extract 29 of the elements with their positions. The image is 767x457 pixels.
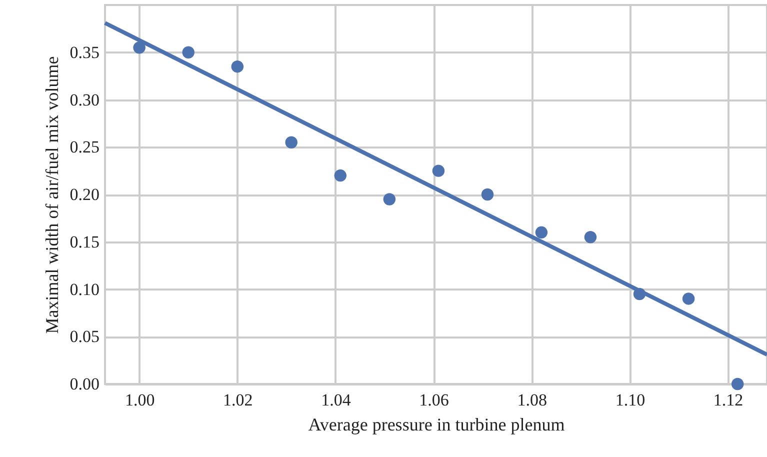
y-axis-title: Maximal width of air/fuel mix volume: [42, 56, 62, 334]
x-tick-label: 1.02: [223, 390, 253, 410]
x-tick-label: 1.10: [615, 390, 646, 410]
point: [731, 378, 744, 390]
y-tick-label: 0.05: [70, 327, 100, 346]
x-axis-title: Average pressure in turbine plenum: [308, 414, 565, 434]
point: [182, 46, 194, 58]
point: [231, 60, 244, 73]
point: [133, 42, 146, 54]
y-tick-label: 0.10: [70, 280, 100, 299]
point: [682, 292, 695, 305]
y-tick-label: 0.20: [70, 185, 100, 204]
point: [383, 193, 396, 206]
point: [535, 226, 548, 239]
y-tick-label: 0.15: [70, 232, 100, 252]
y-tick-label: 0.00: [70, 374, 100, 394]
x-tick-label: 1.08: [517, 390, 547, 410]
point: [584, 231, 597, 244]
point: [285, 136, 298, 148]
x-tick-label: 1.04: [321, 390, 352, 410]
y-tick-label: 0.30: [70, 90, 100, 110]
y-tick-label: 0.25: [70, 138, 100, 157]
x-tick-label: 1.06: [419, 390, 449, 410]
point: [481, 188, 494, 201]
point: [432, 164, 445, 177]
x-tick-label: 1.12: [713, 390, 744, 410]
y-tick-label: 0.35: [70, 42, 100, 62]
x-tick-label: 1.00: [124, 390, 155, 410]
point: [334, 169, 346, 182]
